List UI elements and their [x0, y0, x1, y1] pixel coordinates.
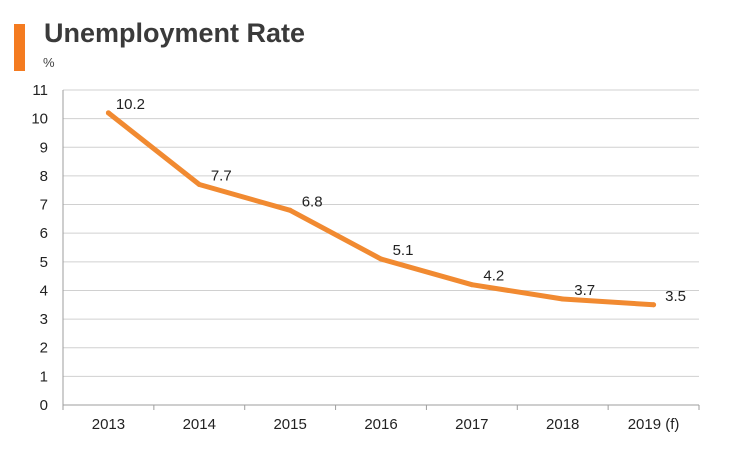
y-tick-label: 1: [40, 368, 48, 385]
x-tick-label: 2013: [92, 416, 125, 433]
data-label: 3.5: [665, 288, 686, 305]
x-tick-label: 2018: [546, 416, 579, 433]
data-label: 6.8: [302, 193, 323, 210]
y-tick-label: 6: [40, 225, 48, 242]
chart-title: Unemployment Rate: [44, 18, 306, 48]
x-tick-label: 2019 (f): [628, 416, 680, 433]
title-accent-bar: [14, 24, 25, 71]
y-tick-label: 10: [31, 111, 48, 128]
y-tick-label: 2: [40, 340, 48, 357]
data-point: [469, 282, 475, 288]
data-label: 7.7: [211, 168, 232, 185]
y-tick-label: 3: [40, 311, 48, 328]
y-tick-label: 11: [32, 82, 48, 99]
data-point: [651, 302, 657, 308]
data-point: [196, 182, 202, 187]
data-point: [378, 256, 384, 262]
y-tick-label: 7: [40, 197, 48, 214]
series-line: [105, 110, 657, 308]
y-tick-label: 5: [40, 254, 48, 271]
y-axis-unit-label: %: [43, 55, 55, 70]
y-tick-label: 0: [40, 397, 48, 414]
data-point: [105, 110, 111, 116]
y-tick-labels: 0 1 2 3 4 5 6 7 8 9 10 11: [31, 82, 48, 414]
gridlines: [63, 89, 699, 377]
x-tick-label: 2017: [455, 416, 488, 433]
axes: [62, 90, 700, 410]
x-tick-label: 2016: [364, 416, 397, 433]
data-label: 10.2: [116, 96, 145, 113]
data-point: [287, 207, 293, 213]
data-label: 4.2: [483, 268, 504, 285]
x-tick-label: 2014: [183, 416, 216, 433]
data-label: 5.1: [393, 242, 414, 259]
x-tick-labels: 2013 2014 2015 2016 2017 2018 2019 (f): [92, 416, 680, 433]
y-tick-label: 4: [40, 282, 48, 299]
data-label: 3.7: [574, 282, 595, 299]
y-tick-label: 9: [40, 139, 48, 156]
data-labels: 10.2 7.7 6.8 5.1 4.2 3.7 3.5: [116, 96, 686, 305]
series-layer: [105, 110, 657, 308]
y-tick-label: 8: [40, 168, 48, 185]
x-tick-label: 2015: [273, 416, 306, 433]
data-point: [560, 296, 566, 302]
